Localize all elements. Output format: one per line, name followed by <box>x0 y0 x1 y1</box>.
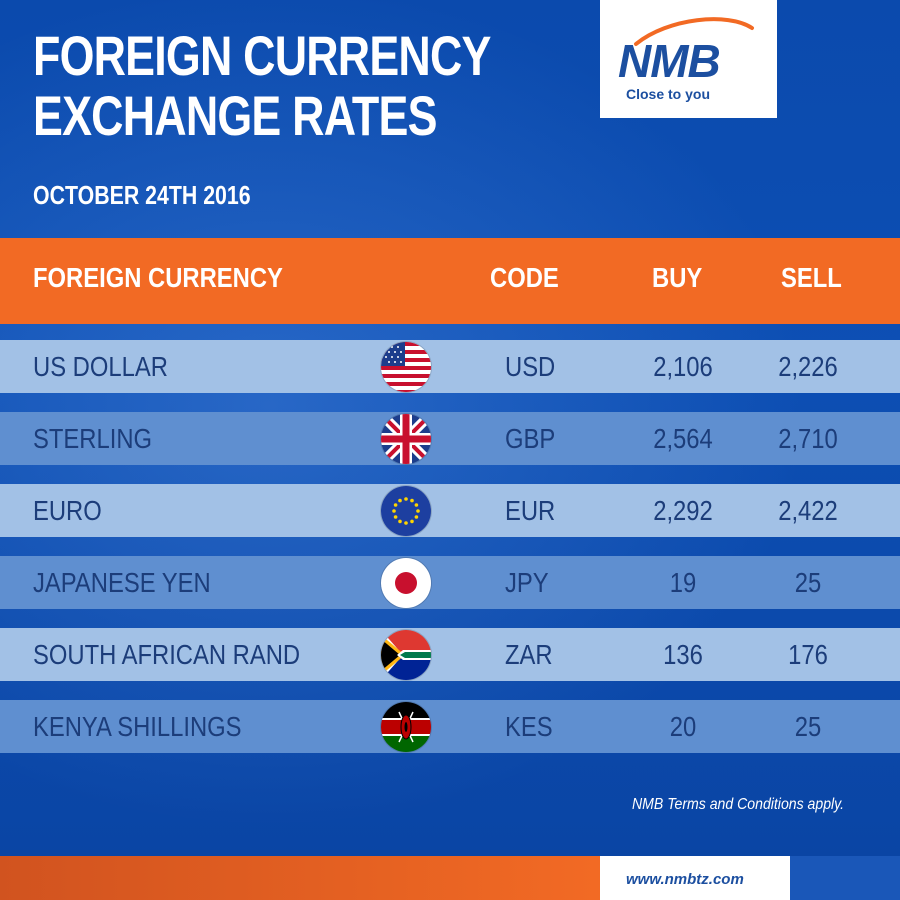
buy-rate: 19 <box>669 567 697 598</box>
header-currency: FOREIGN CURRENCY <box>33 262 283 293</box>
logo-swoosh-icon <box>634 17 754 46</box>
buy-rate: 136 <box>663 639 703 670</box>
logo-wordmark: NMB <box>618 35 721 87</box>
table-row: STERLING GBP 2,564 2,710 <box>0 412 900 465</box>
footer-blue-bar <box>790 856 900 900</box>
sell-rate: 2,226 <box>778 351 838 382</box>
currency-code: GBP <box>505 423 556 454</box>
currency-name: STERLING <box>33 423 153 454</box>
kenya-flag-icon <box>381 702 431 752</box>
buy-rate: 2,106 <box>653 351 713 382</box>
uk-flag-icon <box>381 414 431 464</box>
buy-rate: 20 <box>669 711 697 742</box>
currency-name: US DOLLAR <box>33 351 168 382</box>
nmb-logo: NMB Close to you <box>600 0 777 118</box>
currency-name: SOUTH AFRICAN RAND <box>33 639 301 670</box>
us-flag-icon <box>381 342 431 392</box>
eu-flag-icon <box>381 486 431 536</box>
currency-name: JAPANESE YEN <box>33 567 211 598</box>
sell-rate: 2,422 <box>778 495 838 526</box>
rates-date: OCTOBER 24TH 2016 <box>33 180 251 210</box>
sell-rate: 25 <box>794 567 822 598</box>
table-header: FOREIGN CURRENCY CODE BUY SELL <box>0 238 900 324</box>
currency-code: KES <box>505 711 553 742</box>
currency-name: EURO <box>33 495 102 526</box>
currency-code: JPY <box>505 567 549 598</box>
footer-url-box: www.nmbtz.com <box>600 856 790 900</box>
table-row: SOUTH AFRICAN RAND ZAR 136 176 <box>0 628 900 681</box>
terms-note: NMB Terms and Conditions apply. <box>632 796 845 813</box>
table-row: EURO EUR 2,292 2,422 <box>0 484 900 537</box>
header-code: CODE <box>490 262 559 293</box>
table-row: JAPANESE YEN JPY 19 25 <box>0 556 900 609</box>
currency-name: KENYA SHILLINGS <box>33 711 242 742</box>
sell-rate: 2,710 <box>778 423 838 454</box>
sell-rate: 25 <box>794 711 822 742</box>
logo-tagline: Close to you <box>626 86 711 102</box>
website-link[interactable]: www.nmbtz.com <box>626 871 744 888</box>
header-sell: SELL <box>781 262 842 293</box>
title-line-2: EXCHANGE RATES <box>33 84 437 147</box>
footer-orange-bar <box>0 856 600 900</box>
page-title: FOREIGN CURRENCY EXCHANGE RATES <box>33 26 491 146</box>
title-line-1: FOREIGN CURRENCY <box>33 24 491 87</box>
south-africa-flag-icon <box>381 630 431 680</box>
header-buy: BUY <box>652 262 703 293</box>
currency-code: EUR <box>505 495 556 526</box>
buy-rate: 2,292 <box>653 495 713 526</box>
sell-rate: 176 <box>788 639 828 670</box>
currency-code: ZAR <box>505 639 553 670</box>
buy-rate: 2,564 <box>653 423 713 454</box>
table-row: KENYA SHILLINGS KES 20 25 <box>0 700 900 753</box>
table-row: US DOLLAR USD 2,106 2,226 <box>0 340 900 393</box>
currency-code: USD <box>505 351 556 382</box>
japan-flag-icon <box>381 558 431 608</box>
